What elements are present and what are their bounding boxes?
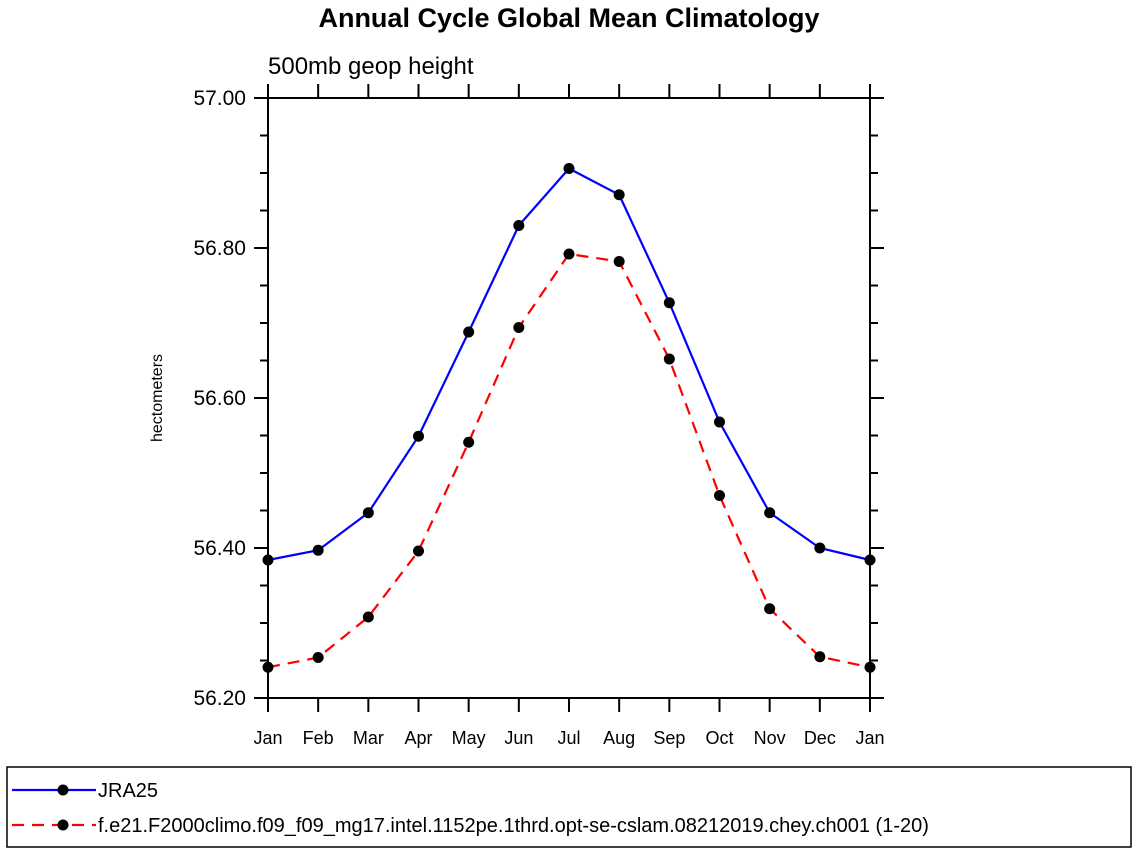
x-tick-label: May (452, 728, 486, 748)
series-1-point (413, 430, 424, 442)
x-axis-ticks: Jan Feb Mar Apr May Jun Jul Aug Sep Oct Nov Dec Jan (253, 84, 885, 748)
series-1-point (463, 326, 475, 338)
series-2-point (312, 652, 324, 663)
series-1-point (563, 163, 575, 174)
x-tick-label: Feb (303, 728, 334, 748)
x-tick-label: Nov (754, 728, 786, 748)
x-tick-label: Apr (404, 728, 432, 748)
series-2-point (463, 436, 475, 448)
series-2-point (814, 651, 826, 663)
series-1-point (764, 507, 776, 519)
y-tick-label: 56.20 (193, 687, 246, 710)
x-tick-label: Sep (653, 728, 685, 748)
legend: JRA25 f.e21.F2000climo.f09_f09_mg17.intel… (12, 780, 929, 837)
series-2-point (362, 611, 374, 623)
x-tick-label: Aug (603, 728, 635, 748)
series-2-point (764, 603, 776, 615)
series-2-point (262, 661, 274, 673)
series-2-point (563, 248, 575, 260)
series-1-point (814, 542, 826, 554)
legend-marker-1 (57, 784, 69, 796)
series-layer (262, 163, 876, 673)
y-axis-ticks: 56.20 56.40 56.60 56.80 57.00 (193, 87, 884, 710)
series-2-point (714, 490, 725, 501)
x-tick-label: Mar (353, 728, 384, 748)
y-tick-label: 57.00 (193, 87, 246, 110)
series-1-point (714, 416, 725, 428)
y-tick-label: 56.40 (193, 537, 246, 560)
series-1-point (312, 544, 324, 556)
series-1-point (613, 189, 625, 201)
series-2-point (413, 545, 424, 557)
x-tick-label: Jul (557, 728, 580, 748)
series-1-point (262, 554, 274, 566)
series-line-1 (267, 167, 871, 562)
series-1-point (362, 507, 374, 519)
y-tick-label: 56.80 (193, 237, 246, 260)
y-axis-label: hectometers (149, 354, 166, 442)
legend-box (6, 766, 1132, 848)
series-1-point (864, 554, 876, 566)
x-tick-label: Jan (855, 728, 884, 748)
legend-label-2: f.e21.F2000climo.f09_f09_mg17.intel.1152… (98, 815, 929, 837)
series-2-point (864, 661, 876, 673)
plot-area-frame (267, 97, 871, 699)
series-line-2 (267, 252, 871, 669)
series-2-point (663, 353, 675, 365)
series-2-point (513, 322, 525, 333)
chart-subtitle: 500mb geop height (268, 53, 474, 80)
legend-marker-2 (57, 819, 69, 831)
chart-title: Annual Cycle Global Mean Climatology (318, 3, 819, 33)
series-2-point (613, 256, 625, 267)
x-tick-label: Jan (253, 728, 282, 748)
x-tick-label: Oct (705, 728, 733, 748)
x-tick-label: Jun (504, 728, 533, 748)
y-tick-label: 56.60 (193, 387, 246, 410)
legend-label-1: JRA25 (98, 780, 158, 802)
series-1-point (513, 220, 525, 231)
series-1-point (663, 297, 675, 309)
x-tick-label: Dec (804, 728, 836, 748)
